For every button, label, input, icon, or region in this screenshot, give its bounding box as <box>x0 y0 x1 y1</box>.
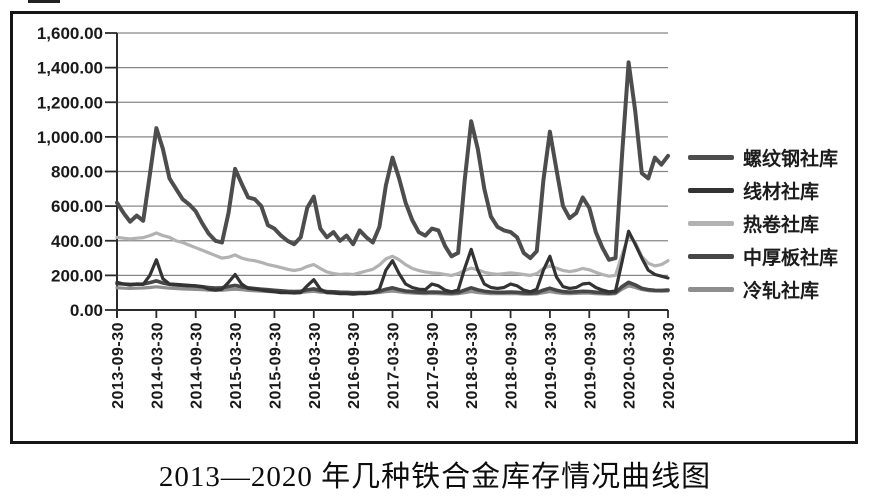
x-axis-label: 2014-09-30 <box>189 322 206 409</box>
legend-label: 冷轧社库 <box>743 281 820 302</box>
y-axis-label: 200.00 <box>51 266 103 285</box>
legend-item: 冷轧社库 <box>688 279 838 302</box>
legend-line-swatch <box>688 155 734 160</box>
legend-label: 热卷社库 <box>743 215 820 236</box>
x-axis-label: 2020-09-30 <box>661 322 678 409</box>
chart-legend: 螺纹钢社库线材社库热卷社库中厚板社库冷轧社库 <box>688 147 838 312</box>
y-axis-label: 1,400.00 <box>37 59 103 78</box>
legend-label: 螺纹钢社库 <box>743 149 839 170</box>
x-axis-label: 2017-03-30 <box>386 322 403 409</box>
x-axis-label: 2014-03-30 <box>149 322 166 409</box>
y-axis-label: 400.00 <box>51 232 103 251</box>
legend-label: 中厚板社库 <box>743 248 839 269</box>
series-line <box>115 60 670 262</box>
y-axis-label: 1,600.00 <box>37 24 103 43</box>
legend-item: 中厚板社库 <box>688 246 839 269</box>
y-axis-label: 1,200.00 <box>37 93 103 112</box>
legend-line-swatch <box>688 287 734 292</box>
x-axis-label: 2019-09-30 <box>582 322 599 409</box>
x-axis-label: 2016-09-30 <box>346 322 363 409</box>
x-axis-label: 2016-03-30 <box>307 322 324 409</box>
series-line <box>115 229 670 296</box>
legend-line-swatch <box>688 254 734 259</box>
x-axis-label: 2015-03-30 <box>228 322 245 409</box>
series-line <box>115 231 670 278</box>
x-axis-label: 2017-09-30 <box>425 322 442 409</box>
legend-label: 线材社库 <box>743 182 820 203</box>
x-axis-label: 2019-03-30 <box>543 322 560 409</box>
legend-item: 线材社库 <box>688 180 838 203</box>
y-axis-label: 1,000.00 <box>37 128 103 147</box>
x-axis-label: 2015-09-30 <box>267 322 284 409</box>
y-axis-label: 800.00 <box>51 163 103 182</box>
legend-item: 热卷社库 <box>688 213 838 236</box>
x-axis-label: 2018-09-30 <box>504 322 521 409</box>
chart-caption: 2013—2020 年几种铁合金库存情况曲线图 <box>158 461 712 493</box>
x-axis-label: 2020-03-30 <box>622 322 639 409</box>
legend-line-swatch <box>688 188 734 193</box>
y-axis-label: 600.00 <box>51 197 103 216</box>
x-axis-label: 2013-09-30 <box>110 322 127 409</box>
legend-item: 螺纹钢社库 <box>688 147 839 170</box>
x-axis-label: 2018-03-30 <box>464 322 481 409</box>
scan-artifact <box>28 0 60 3</box>
y-axis-label: 0.00 <box>70 301 103 320</box>
legend-line-swatch <box>688 221 734 226</box>
